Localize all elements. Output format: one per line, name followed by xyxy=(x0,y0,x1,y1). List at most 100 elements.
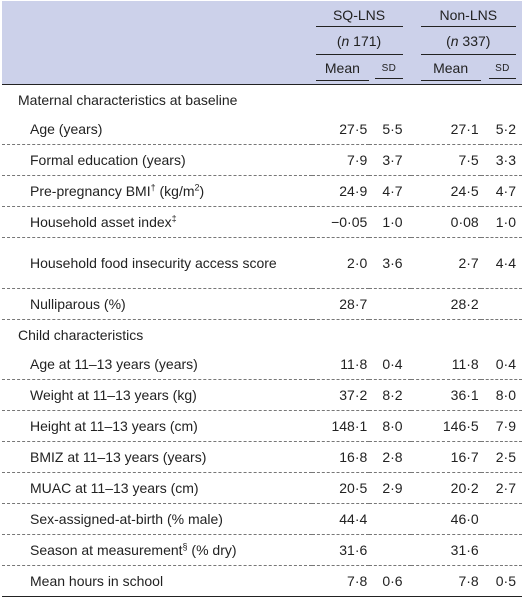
cell-sd-nonlns: 2·7 xyxy=(480,472,522,504)
row-label-cell: Age at 11–13 years (years) xyxy=(2,349,312,380)
row-label-cell: Formal education (years) xyxy=(2,144,312,176)
table-row: Season at measurement§ (% dry) 31·6 31·6 xyxy=(2,534,522,566)
table-row: Formal education (years) 7·9 3·7 7·5 3·3 xyxy=(2,144,522,176)
cell-mean-sqlns: 2·0 xyxy=(311,237,370,289)
cell-mean-nonlns: 7·8 xyxy=(410,565,481,597)
cell-mean-nonlns: 2·7 xyxy=(410,237,481,289)
table-row: BMIZ at 11–13 years (years) 16·8 2·8 16·7 2·… xyxy=(2,441,522,473)
header-n-nonlns: (n 337) xyxy=(410,27,522,57)
sample-size-nonlns: (n 337) xyxy=(420,29,516,55)
cell-mean-nonlns: 7·5 xyxy=(410,144,481,176)
row-label: Season at measurement xyxy=(30,542,183,558)
table-row: MUAC at 11–13 years (cm) 20·5 2·9 20·2 2·7 xyxy=(2,472,522,504)
cell-mean-nonlns: 146·5 xyxy=(410,410,481,442)
cell-sd-sqlns: 0·6 xyxy=(369,565,411,597)
cell-mean-nonlns: 27·1 xyxy=(410,114,481,145)
table-body: Maternal characteristics at baseline Age… xyxy=(2,84,522,597)
row-label: Nulliparous (%) xyxy=(30,296,126,312)
section-label: Child characteristics xyxy=(18,326,144,343)
cell-mean-sqlns: 20·5 xyxy=(311,472,370,504)
table-row: Age (years) 27·5 5·5 27·1 5·2 xyxy=(2,114,522,145)
footnote-marker: † xyxy=(150,182,156,193)
cell-sd-nonlns: 4·7 xyxy=(480,175,522,207)
header-group-row: SQ-LNS Non-LNS xyxy=(2,1,522,27)
row-label: Household asset index xyxy=(30,214,172,230)
cell-sd-sqlns: 0·4 xyxy=(369,349,411,380)
cell-sd-sqlns: 8·0 xyxy=(369,410,411,442)
row-label-cell: Household asset index‡ xyxy=(2,206,312,238)
row-label-cell: Pre-pregnancy BMI† (kg/m2) xyxy=(2,175,312,207)
cell-mean-nonlns: 20·2 xyxy=(410,472,481,504)
row-label: BMIZ at 11–13 years (years) xyxy=(30,449,207,465)
row-label-cell: BMIZ at 11–13 years (years) xyxy=(2,441,312,473)
cell-mean-sqlns: 37·2 xyxy=(311,379,370,411)
row-label-cell: Height at 11–13 years (cm) xyxy=(2,410,312,442)
row-label-cell: Mean hours in school xyxy=(2,565,312,597)
row-label: Pre-pregnancy BMI xyxy=(30,183,151,199)
cell-mean-nonlns: 0·08 xyxy=(410,206,481,238)
row-label-cell: MUAC at 11–13 years (cm) xyxy=(2,472,312,504)
cell-sd-sqlns xyxy=(369,534,411,566)
header-empty-cell xyxy=(2,57,312,85)
cell-mean-sqlns: 44·4 xyxy=(311,503,370,535)
open-paren: ( xyxy=(446,33,451,49)
cell-sd-sqlns: 3·7 xyxy=(369,144,411,176)
row-label: Height at 11–13 years (cm) xyxy=(30,418,198,434)
cell-mean-nonlns: 16·7 xyxy=(410,441,481,473)
cell-sd-sqlns: 3·6 xyxy=(369,237,411,289)
row-label: Formal education (years) xyxy=(30,152,186,168)
cell-sd-sqlns: 5·5 xyxy=(369,114,411,145)
table-row: Household asset index‡ −0·05 1·0 0·08 1·0 xyxy=(2,206,522,238)
row-label: Age at 11–13 years (years) xyxy=(30,356,198,372)
unit-exponent: 2 xyxy=(194,182,200,193)
footnote-marker: § xyxy=(182,541,188,552)
cell-mean-nonlns: 24·5 xyxy=(410,175,481,207)
cell-sd-nonlns: 7·9 xyxy=(480,410,522,442)
header-n-row: (n 171) (n 337) xyxy=(2,27,522,57)
row-label: Household food insecurity access score xyxy=(30,254,277,271)
cell-sd-nonlns: 5·2 xyxy=(480,114,522,145)
header-mean-nonlns: Mean xyxy=(410,57,481,85)
cell-mean-sqlns: 148·1 xyxy=(311,410,370,442)
header-n-sqlns: (n 171) xyxy=(311,27,411,57)
cell-mean-sqlns: −0·05 xyxy=(311,206,370,238)
cell-sd-nonlns: 4·4 xyxy=(480,237,522,289)
row-label-cell: Sex-assigned-at-birth (% male) xyxy=(2,503,312,535)
row-label: Age (years) xyxy=(30,121,103,137)
table-row: Age at 11–13 years (years) 11·8 0·4 11·8 0·4 xyxy=(2,349,522,380)
header-group-nonlns: Non-LNS xyxy=(410,1,522,27)
cell-mean-sqlns: 16·8 xyxy=(311,441,370,473)
group-label-sqlns: SQ-LNS xyxy=(315,7,403,27)
cell-sd-nonlns xyxy=(480,288,522,320)
sample-size-sqlns: (n 171) xyxy=(315,29,403,55)
header-sd-nonlns: SD xyxy=(480,57,522,85)
header-empty-cell xyxy=(2,1,312,27)
footnote-marker: ‡ xyxy=(171,213,177,224)
cell-sd-sqlns: 1·0 xyxy=(369,206,411,238)
n-value: 337) xyxy=(458,33,491,49)
row-label: MUAC at 11–13 years (cm) xyxy=(30,480,199,496)
cell-sd-sqlns: 2·8 xyxy=(369,441,411,473)
cell-mean-sqlns: 7·8 xyxy=(311,565,370,597)
row-label-cell: Weight at 11–13 years (kg) xyxy=(2,379,312,411)
cell-sd-nonlns: 8·0 xyxy=(480,379,522,411)
table-header: SQ-LNS Non-LNS (n 171) (n 337) Mean SD M… xyxy=(2,1,522,85)
cell-mean-nonlns: 36·1 xyxy=(410,379,481,411)
row-label-cell: Nulliparous (%) xyxy=(2,288,312,320)
header-stat-row: Mean SD Mean SD xyxy=(2,57,522,85)
cell-sd-nonlns: 3·3 xyxy=(480,144,522,176)
cell-mean-sqlns: 27·5 xyxy=(311,114,370,145)
header-sd-sqlns: SD xyxy=(369,57,411,85)
cell-mean-nonlns: 28·2 xyxy=(410,288,481,320)
table-row: Pre-pregnancy BMI† (kg/m2) 24·9 4·7 24·5 4·7 xyxy=(2,175,522,207)
row-label: Weight at 11–13 years (kg) xyxy=(30,387,197,403)
cell-mean-sqlns: 7·9 xyxy=(311,144,370,176)
row-label-cell: Age (years) xyxy=(2,114,312,145)
row-label-suffix: (kg/m xyxy=(155,183,195,199)
open-paren: ( xyxy=(336,33,342,49)
cell-mean-sqlns: 24·9 xyxy=(311,175,370,207)
table-row: Household food insecurity access score 2·… xyxy=(2,237,522,289)
row-label-cell: Season at measurement§ (% dry) xyxy=(2,534,312,566)
cell-sd-nonlns xyxy=(480,534,522,566)
